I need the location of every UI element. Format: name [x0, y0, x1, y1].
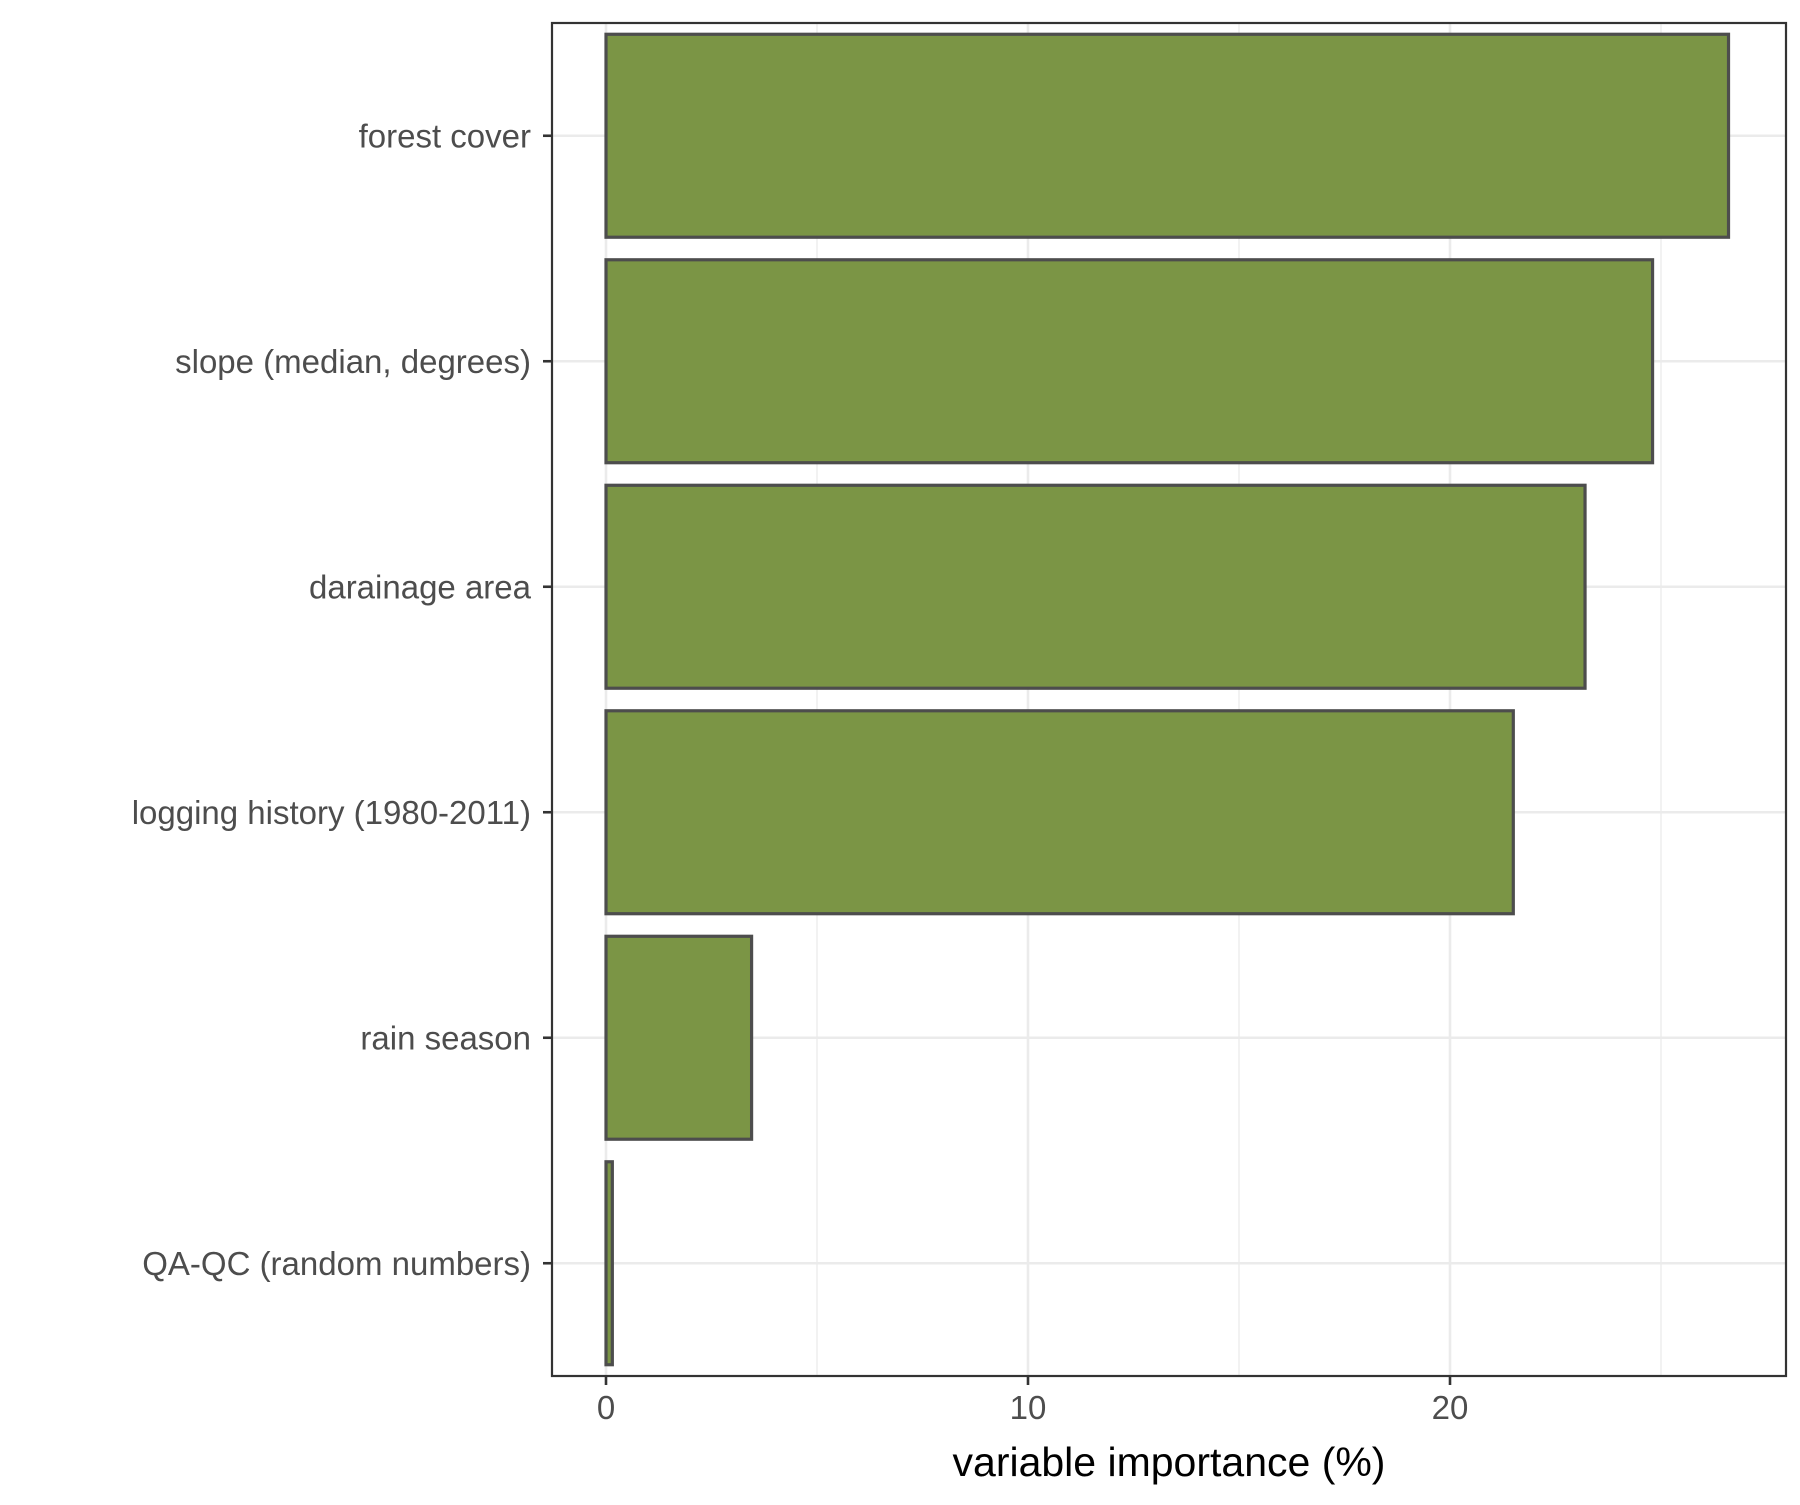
bar: [604, 258, 1655, 465]
y-tick-label: QA-QC (random numbers): [142, 1245, 531, 1282]
bar: [604, 483, 1587, 690]
bars: [604, 32, 1731, 1367]
plot-background: [552, 23, 1786, 1376]
x-tick-label: 10: [1010, 1389, 1047, 1426]
x-tick-label: 20: [1432, 1389, 1469, 1426]
y-axis: forest cover slope (median, degrees) darai…: [132, 117, 552, 1282]
x-axis: 0 10 20: [597, 1376, 1469, 1426]
y-tick-label: rain season: [360, 1019, 531, 1056]
bar: [604, 32, 1731, 239]
bar: [604, 709, 1515, 916]
x-axis-title: variable importance (%): [953, 1439, 1386, 1485]
y-tick-label: forest cover: [359, 117, 531, 154]
bar: [604, 1160, 614, 1367]
y-tick-label: slope (median, degrees): [175, 343, 531, 380]
x-tick-label: 0: [597, 1389, 615, 1426]
bar: [604, 934, 754, 1141]
panel-border: [550, 21, 1788, 1378]
y-tick-label: logging history (1980-2011): [132, 794, 531, 831]
y-tick-label: darainage area: [309, 568, 532, 605]
